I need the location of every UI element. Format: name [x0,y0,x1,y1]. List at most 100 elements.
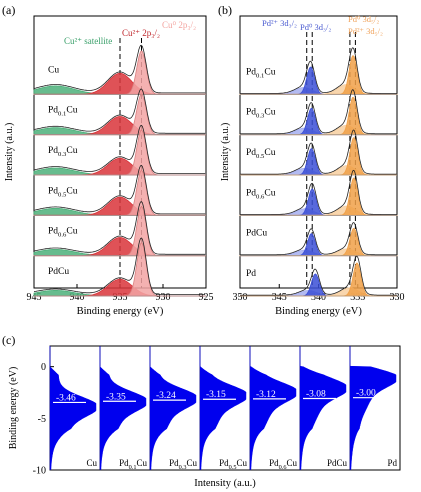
sample-label-base: Pd [48,146,58,156]
spectrum-4 [239,222,398,257]
dos-area [199,346,247,471]
sample-label: Pd0.5Cu [48,186,78,198]
dos-area [249,346,297,471]
sample-label: Pd0.1Cu [119,458,147,471]
sample-label-base: Pd [48,227,58,237]
sample-label-sub: 0.5 [58,191,67,198]
envelope-curve [33,164,206,215]
sample-label-sub: 0.6 [279,464,287,471]
sample-label-base: Pd [219,458,229,468]
envelope-curve [33,201,206,255]
sample-label: Pd0.1Cu [48,106,78,118]
x-axis-label: Binding energy (eV) [275,306,362,317]
x-axis-label: Binding energy (eV) [77,306,164,317]
dos-1: -3.35 Pd0.1Cu [99,346,147,471]
dos-2: -3.24 Pd0.3Cu [149,346,197,471]
y-axis-label: Binding energy (eV) [8,367,19,450]
sample-label-base: Pd [269,458,279,468]
sample-label-base: PdCu [48,267,69,277]
sample-label: PdCu [327,458,348,468]
dos-6: -3.00 Pd [349,346,397,471]
sample-label-tail: Cu [264,108,275,118]
panel-a: (a) Intensity (a.u.) Binding energy (eV) 94… [2,3,214,317]
x-tick-label: 335 [350,292,365,303]
y-axis-label: Intensity (a.u.) [220,123,231,182]
sample-label-sub: 0.1 [256,72,264,79]
envelope-curve [33,44,206,94]
x-tick-label: 940 [70,292,85,303]
annotation-satellite: Cu²⁺ satellite [64,36,112,46]
sample-label-tail: Cu [66,186,77,196]
x-tick-label: 930 [156,292,171,303]
dos-area [99,346,147,471]
sample-label-base: Pd [48,106,58,116]
sample-label-base: Pd [48,186,58,196]
annotation-pd2-52: Pd²⁺ 3d₅/₂ [348,26,383,36]
sample-label: Cu [48,65,59,75]
annotation-pd0-52: Pd⁰ 3d₅/₂ [348,14,379,24]
dos-3: -3.15 Pd0.5Cu [199,346,247,471]
spectrum-0 [239,47,398,95]
d-band-center-label: -3.46 [56,393,76,403]
spectrum-2 [33,124,206,176]
panel-c: (c)Binding energy (eV)Intensity (a.u.)0-… [2,333,401,489]
sample-label-tail: Cu [186,458,197,468]
x-tick-label: 340 [311,292,326,303]
sample-label: Cu [86,458,97,468]
sample-label-tail: Cu [286,458,297,468]
sample-label: Pd [246,269,256,279]
y-tick-label: -5 [38,414,46,425]
sample-label: Pd0.6Cu [48,227,78,239]
d-band-center-label: -3.08 [306,389,326,399]
panel-label: (a) [2,3,15,17]
panel-label: (b) [218,3,232,17]
dos-4: -3.12 Pd0.6Cu [249,346,297,471]
x-axis-label: Intensity (a.u.) [194,478,256,489]
sample-label-tail: Cu [264,188,275,198]
sample-label: Pd0.3Cu [48,146,78,158]
x-tick-label: 345 [272,292,287,303]
envelope-curve [240,222,397,256]
y-axis-label: Intensity (a.u.) [4,123,15,182]
sample-label-sub: 0.6 [58,232,67,239]
sample-label: Pd0.3Cu [169,458,197,471]
sample-label: Pd0.6Cu [246,188,276,200]
sample-label-tail: Cu [136,458,147,468]
x-tick-label: 350 [233,292,248,303]
sample-label: Pd0.5Cu [246,148,276,160]
dos-area [49,346,97,471]
d-band-center-label: -3.24 [156,391,176,401]
sample-label-base: Pd [246,188,256,198]
sample-label-sub: 0.3 [179,464,187,471]
sample-label-sub: 0.1 [129,464,137,471]
sample-label: Pd0.5Cu [219,458,247,471]
spectrum-2 [240,129,397,176]
sample-label: Pd [387,458,397,468]
envelope-curve [33,237,206,295]
sample-label-base: Pd [387,458,397,468]
envelope-curve [33,124,206,174]
sample-label: PdCu [246,229,267,239]
sample-label: Pd0.3Cu [246,108,276,120]
sample-label-base: Pd [169,458,179,468]
sample-label-base: Pd [246,108,256,118]
sample-label-base: Pd [246,269,256,279]
annotation-cu2: Cu²⁺ 2p₃/₂ [122,28,160,38]
sample-label-tail: Cu [66,146,77,156]
spectrum-0 [33,44,207,95]
spectrum-3 [239,169,398,216]
sample-label: Pd0.6Cu [269,458,297,471]
sample-label-tail: Cu [66,227,77,237]
envelope-curve [33,88,206,134]
annotation-pd2-32: Pd²⁺ 3d₃/₂ [262,18,297,28]
y-tick-label: 0 [41,362,46,373]
dos-area [349,346,397,471]
d-band-center-label: -3.00 [356,389,376,399]
dos-0: -3.46 Cu [49,346,97,471]
sample-label: Pd0.1Cu [246,67,276,79]
d-band-center-label: -3.15 [206,390,226,400]
annotation-pd0-32: Pd⁰ 3d₃/₂ [300,22,331,32]
sample-label-sub: 0.6 [256,193,265,200]
envelope-curve [240,169,397,215]
